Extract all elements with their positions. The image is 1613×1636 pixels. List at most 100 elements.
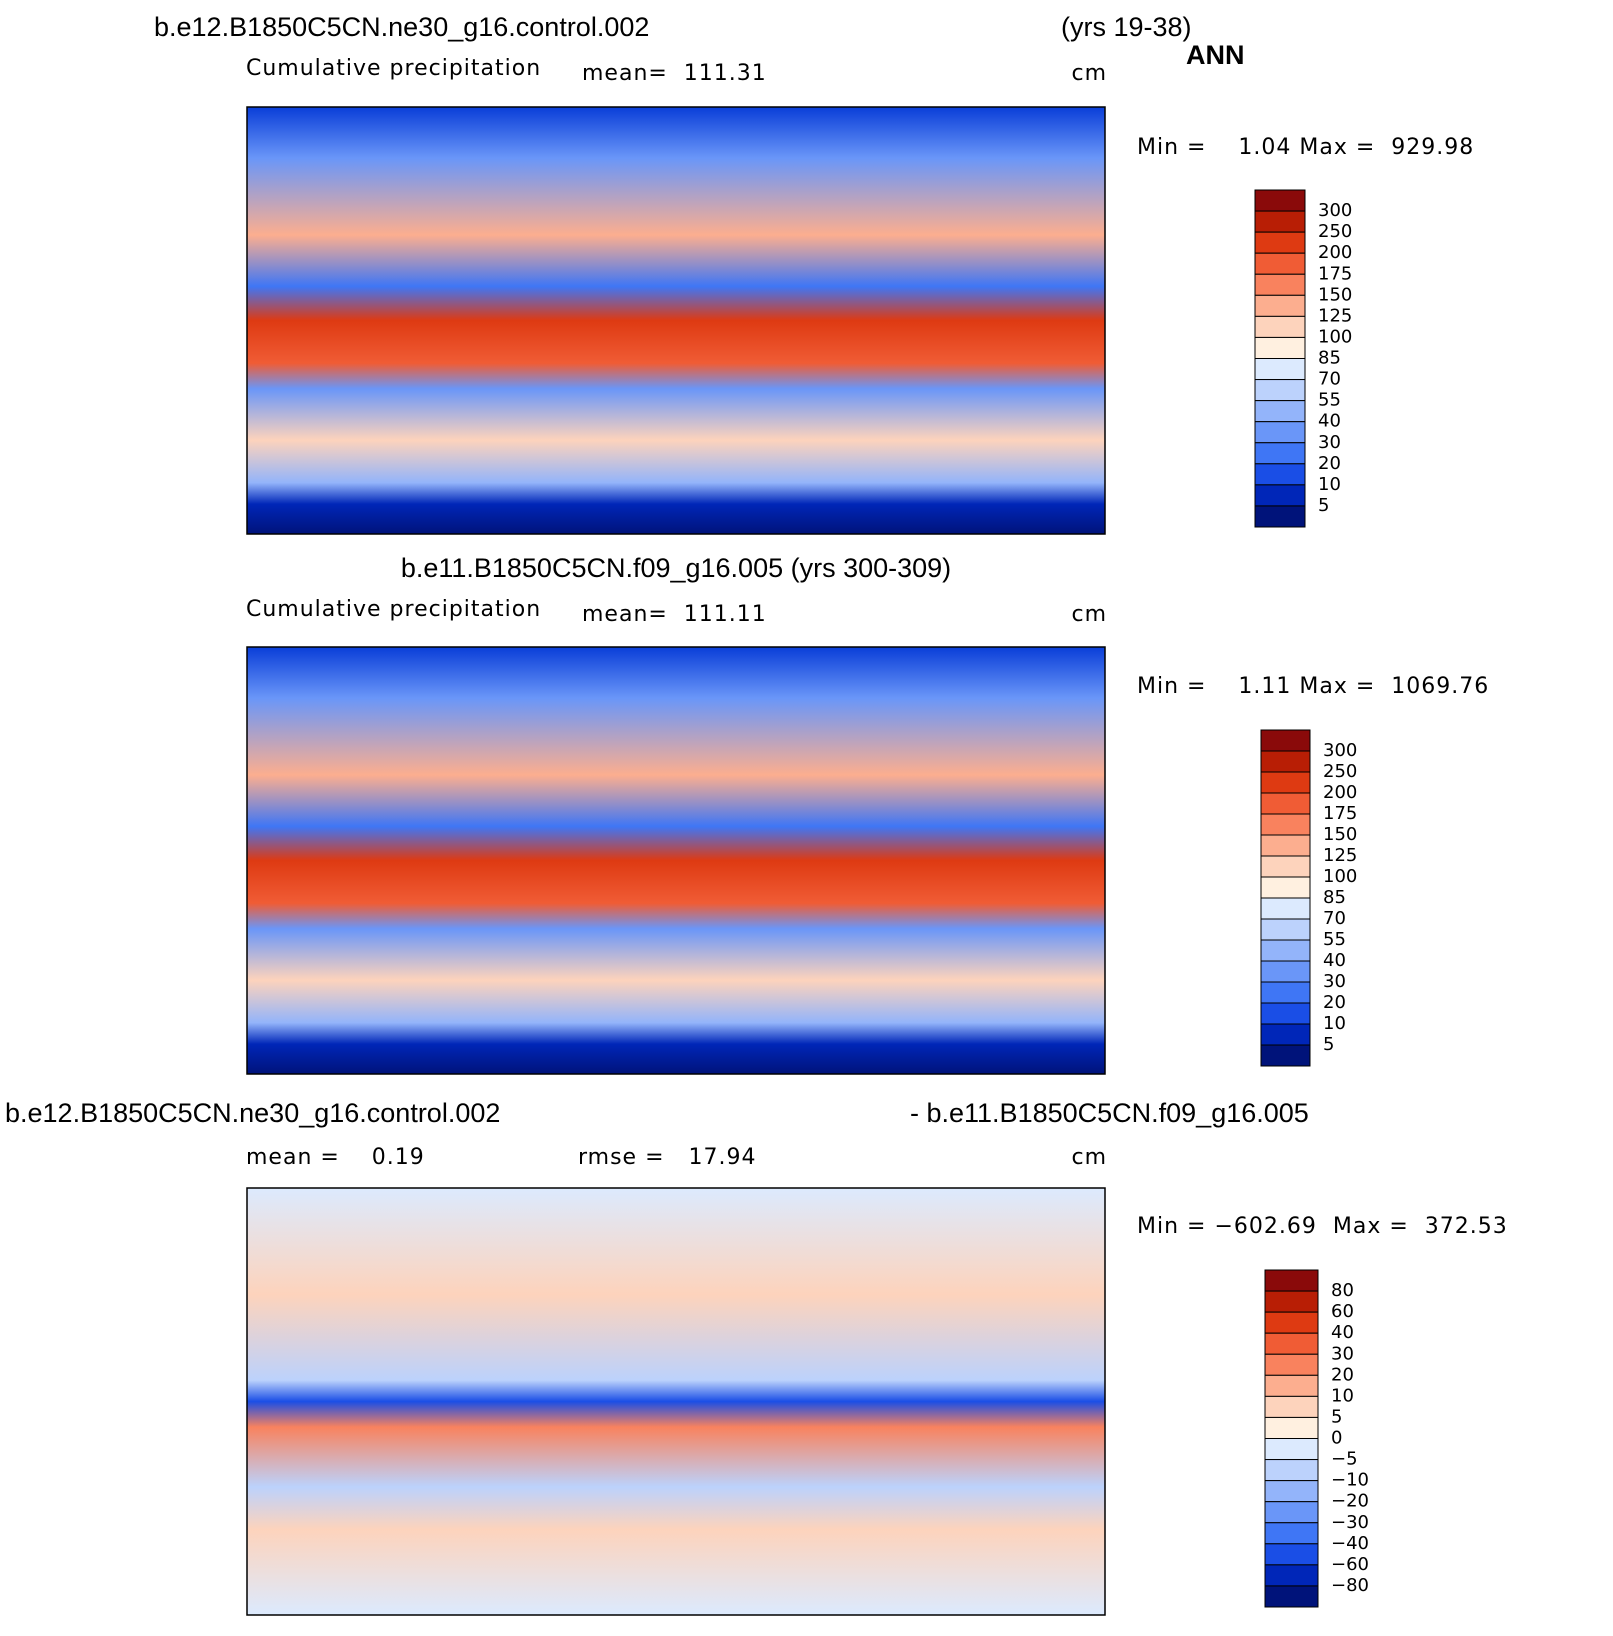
colorbar-box [1254,336,1306,359]
colorbar-box [1264,1501,1319,1524]
colorbar-box [1254,315,1306,338]
stat: rmse = 17.94 [578,1145,756,1170]
colorbar-box [1260,981,1311,1004]
min-max: Min = 1.04 Max = 929.98 [1137,135,1474,160]
map [246,106,1106,535]
colorbar-box [1260,834,1311,857]
colorbar-label: 10 [1318,474,1341,495]
colorbar-box [1264,1311,1319,1334]
colorbar-label: 5 [1331,1406,1342,1427]
colorbar-label: 85 [1318,348,1341,369]
colorbar-label: 250 [1323,761,1357,782]
years: (yrs 19-38) [1061,12,1192,42]
colorbar-box [1254,484,1306,507]
colorbar-label: 125 [1323,845,1357,866]
subtitle: Cumulative precipitation [246,56,541,81]
map [246,1187,1106,1616]
units: cm [1071,1145,1107,1170]
colorbar-box [1260,1023,1311,1046]
colorbar-label: 10 [1323,1013,1346,1034]
colorbar-box [1254,463,1306,486]
colorbar-box [1254,294,1306,317]
colorbar-box [1264,1395,1319,1418]
colorbar-label: 40 [1331,1322,1354,1343]
colorbar-label: 300 [1323,740,1357,761]
colorbar-label: 60 [1331,1301,1354,1322]
colorbar-box [1260,918,1311,941]
colorbar-box [1264,1332,1319,1355]
colorbar-box [1254,252,1306,275]
colorbar-label: 40 [1318,411,1341,432]
colorbar-label: 80 [1331,1280,1354,1301]
colorbar-label: 55 [1323,929,1346,950]
colorbar-label: 85 [1323,887,1346,908]
colorbar-label: −20 [1331,1491,1369,1512]
colorbar-label: 20 [1331,1364,1354,1385]
colorbar-box [1264,1290,1319,1313]
colorbar-box [1260,1044,1311,1067]
season: ANN [1186,40,1245,70]
min-max: Min = 1.11 Max = 1069.76 [1137,674,1489,699]
colorbar-box [1260,792,1311,815]
colorbar-box [1264,1438,1319,1461]
colorbar-label: 40 [1323,950,1346,971]
stat: mean= 111.31 [582,61,767,86]
colorbar-box [1260,729,1311,752]
colorbar-box [1264,1585,1319,1608]
colorbar-box [1254,505,1306,528]
colorbar-label: 5 [1323,1034,1334,1055]
colorbar-box [1264,1459,1319,1482]
panel-title: b.e11.B1850C5CN.f09_g16.005 (yrs 300-309… [401,553,951,583]
colorbar-box [1264,1522,1319,1545]
colorbar-box [1254,442,1306,465]
colorbar-label: −30 [1331,1512,1369,1533]
colorbar-label: 10 [1331,1385,1354,1406]
colorbar-label: 30 [1331,1343,1354,1364]
colorbar-box [1264,1480,1319,1503]
colorbar-label: 125 [1318,305,1352,326]
panel-title-right: - b.e11.B1850C5CN.f09_g16.005 [910,1098,1309,1128]
colorbar-box [1254,379,1306,402]
colorbar-label: 150 [1323,824,1357,845]
colorbar-label: 175 [1323,803,1357,824]
colorbar-box [1254,400,1306,423]
colorbar-label: 0 [1331,1428,1342,1449]
colorbar-box [1260,897,1311,920]
colorbar-label: 70 [1323,908,1346,929]
colorbar-box [1254,210,1306,233]
stat: mean= 111.11 [582,602,767,627]
colorbar-label: 150 [1318,284,1352,305]
map [246,646,1106,1075]
colorbar-label: 5 [1318,495,1329,516]
units: cm [1071,602,1107,627]
colorbar-box [1260,876,1311,899]
colorbar-box [1260,813,1311,836]
colorbar-label: 250 [1318,221,1352,242]
colorbar-box [1264,1374,1319,1397]
colorbar-label: 100 [1323,866,1357,887]
title: b.e12.B1850C5CN.ne30_g16.control.002 [154,12,649,42]
colorbar-box [1254,421,1306,444]
subtitle: Cumulative precipitation [246,597,541,622]
colorbar-box [1264,1543,1319,1566]
colorbar-label: −40 [1331,1533,1369,1554]
colorbar-box [1260,771,1311,794]
colorbar-box [1260,939,1311,962]
colorbar-box [1260,960,1311,983]
colorbar-box [1264,1416,1319,1439]
colorbar-box [1264,1564,1319,1587]
units: cm [1071,61,1107,86]
colorbar-label: 175 [1318,263,1352,284]
panel-title: b.e12.B1850C5CN.ne30_g16.control.002 [5,1098,500,1128]
colorbar-label: 70 [1318,369,1341,390]
colorbar-label: 20 [1323,992,1346,1013]
colorbar-box [1260,1002,1311,1025]
colorbar-box [1254,189,1306,212]
colorbar-box [1254,231,1306,254]
min-max: Min = −602.69 Max = 372.53 [1137,1214,1508,1239]
colorbar-label: 200 [1323,782,1357,803]
colorbar-label: 20 [1318,453,1341,474]
colorbar-box [1264,1353,1319,1376]
colorbar-box [1260,855,1311,878]
